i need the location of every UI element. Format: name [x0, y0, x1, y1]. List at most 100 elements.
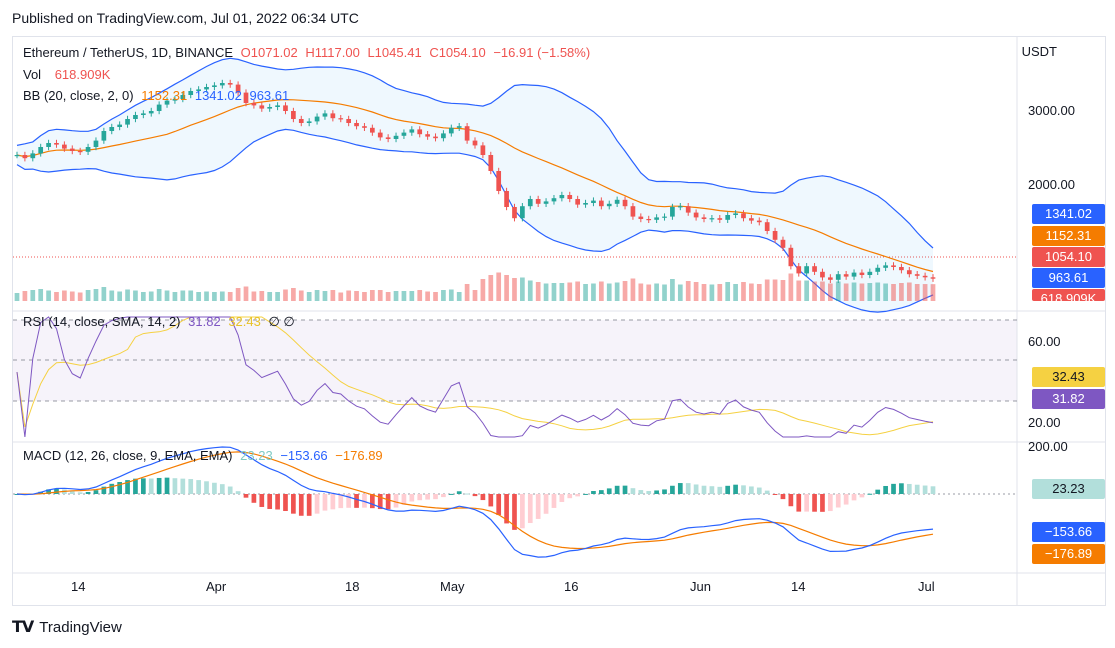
chart-frame[interactable]: Ethereum / TetherUS, 1D, BINANCE O1071.0…	[12, 36, 1106, 606]
rsi-tick-20: 20.00	[1028, 415, 1061, 430]
volume-bar	[654, 283, 659, 301]
chart-canvas[interactable]	[13, 37, 1105, 605]
candle-body	[62, 144, 67, 149]
candle-body	[306, 121, 312, 123]
bb-label: BB (20, close, 2, 0)	[23, 88, 134, 103]
volume-bar	[69, 291, 75, 301]
candle-body	[567, 195, 573, 199]
candle-body	[172, 99, 178, 101]
volume-bar	[843, 283, 849, 301]
candle-body	[630, 206, 636, 217]
macd-hist-bar	[606, 488, 612, 494]
macd-hist-bar	[677, 483, 683, 494]
volume-bar	[772, 279, 778, 301]
candle-body	[85, 147, 91, 152]
macd-hist-bar	[796, 494, 802, 512]
candle-body	[346, 119, 352, 123]
macd-hist-bar	[504, 494, 509, 524]
candle-body	[906, 270, 912, 275]
macd-hist-bar	[156, 477, 162, 494]
macd-hist-bar	[670, 485, 675, 494]
candle-body	[646, 219, 652, 221]
candle-body	[622, 199, 628, 207]
volume-bar	[133, 290, 138, 301]
candle-body	[749, 218, 754, 221]
macd-hist-bar	[780, 494, 786, 500]
volume-bar	[148, 291, 154, 301]
macd-hist-bar	[614, 485, 620, 494]
tag-macd-hist: 23.23	[1032, 479, 1105, 499]
macd-hist-bar	[859, 494, 865, 498]
volume-bar	[717, 284, 723, 301]
candle-body	[14, 155, 20, 157]
macd-hist-bar	[701, 485, 707, 494]
candle-body	[717, 218, 723, 220]
macd-hist-bar	[480, 494, 486, 501]
volume-bar	[662, 284, 667, 301]
volume-bar	[520, 277, 525, 301]
macd-hist-bar	[543, 494, 549, 514]
ohlc-close: C1054.10	[429, 45, 486, 60]
macd-hist-bar	[275, 494, 280, 510]
ohlc-change: −16.91 (−1.58%)	[493, 45, 591, 60]
volume-bar	[283, 289, 288, 301]
macd-hist-bar	[330, 494, 336, 510]
volume-bar	[930, 284, 936, 301]
volume-bar	[22, 291, 28, 301]
macd-hist-bar	[827, 494, 833, 512]
candle-body	[512, 207, 517, 219]
macd-hist-bar	[267, 494, 273, 509]
macd-hist-bar	[441, 494, 446, 498]
candle-body	[196, 89, 201, 91]
candle-body	[109, 127, 115, 131]
candle-body	[804, 266, 810, 274]
candle-body	[330, 113, 336, 119]
candle-body	[670, 207, 675, 217]
volume-bar	[733, 284, 738, 301]
macd-hist-bar	[117, 482, 123, 494]
candle-body	[54, 143, 59, 145]
volume-bar	[598, 281, 604, 301]
rsi-label: RSI (14, close, SMA, 14, 2)	[23, 314, 181, 329]
volume-bar	[488, 275, 494, 301]
candle-body	[543, 201, 549, 204]
macd-hist-bar	[646, 491, 652, 494]
volume-bar	[693, 282, 699, 301]
macd-hist-bar	[235, 491, 241, 494]
candle-body	[504, 191, 509, 207]
macd-hist-bar	[140, 478, 146, 494]
candle-body	[219, 83, 225, 86]
macd-signal-value: −176.89	[335, 448, 383, 463]
volume-bar	[204, 291, 209, 301]
volume-bar	[251, 291, 257, 301]
macd-hist-bar	[591, 491, 596, 494]
macd-hist-bar	[148, 478, 154, 494]
candle-body	[283, 105, 288, 111]
macd-value: −153.66	[280, 448, 328, 463]
volume-label: Vol	[23, 67, 42, 82]
tag-macd: −153.66	[1032, 522, 1105, 542]
macd-hist-bar	[393, 494, 399, 508]
volume-bar	[835, 281, 841, 301]
x-tick-2: 18	[345, 579, 360, 594]
volume-bar	[851, 282, 857, 301]
macd-hist-bar	[204, 481, 209, 494]
macd-hist-bar	[464, 493, 470, 495]
macd-hist-bar	[930, 486, 936, 494]
candle-body	[899, 267, 904, 271]
volume-bar	[456, 292, 462, 301]
ohlc-open: O1071.02	[240, 45, 298, 60]
macd-hist-bar	[733, 484, 738, 494]
candle-body	[156, 104, 162, 111]
candle-body	[448, 127, 454, 134]
macd-hist-bar	[654, 490, 659, 494]
volume-bar	[180, 290, 186, 301]
macd-hist-bar	[125, 480, 130, 494]
candle-body	[77, 151, 83, 153]
volume-bar	[14, 293, 20, 301]
volume-bar	[591, 283, 596, 301]
volume-bar	[701, 284, 707, 301]
volume-bar	[496, 272, 502, 301]
bb-basis-line	[16, 98, 934, 273]
candle-body	[914, 274, 920, 276]
